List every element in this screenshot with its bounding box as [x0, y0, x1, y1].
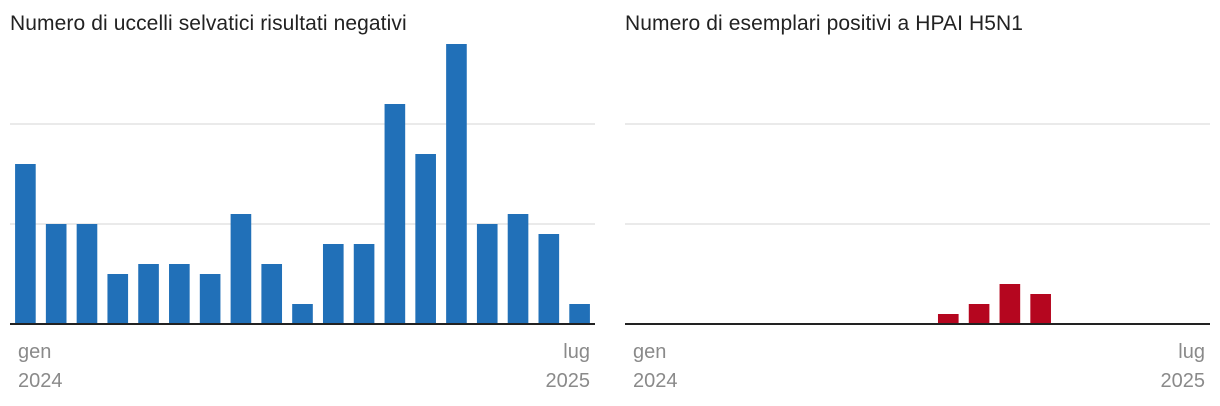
chart-positive-hpai: Numero di esemplari positivi a HPAI H5N1…: [615, 0, 1220, 406]
x-tick-month: lug: [1178, 341, 1205, 363]
bar: [169, 264, 190, 324]
x-tick-end: lug 2025: [500, 338, 591, 396]
bar: [230, 214, 252, 324]
bar: [538, 234, 560, 324]
bar: [322, 244, 344, 324]
bar-plot: [10, 44, 595, 325]
bar: [15, 164, 36, 324]
x-tick-year: 2025: [1160, 370, 1206, 392]
bar: [476, 224, 498, 324]
bar: [507, 214, 529, 324]
x-tick-start: gen 2024: [18, 338, 63, 396]
x-tick-end: lug 2025: [1115, 338, 1206, 396]
bar: [76, 224, 98, 324]
x-tick-start: gen 2024: [633, 338, 678, 396]
bar: [199, 274, 221, 324]
bar: [292, 304, 313, 324]
bar: [45, 224, 67, 324]
chart-title: Numero di uccelli selvatici risultati ne…: [10, 12, 407, 35]
chart-negative-birds: Numero di uccelli selvatici risultati ne…: [10, 12, 595, 396]
bar: [261, 264, 283, 324]
x-tick-year: 2025: [545, 370, 591, 392]
bar: [138, 264, 159, 324]
bar: [569, 304, 590, 324]
bar-plot: [625, 123, 1210, 325]
bar: [937, 314, 959, 324]
x-tick-month: gen: [633, 341, 667, 363]
x-tick-year: 2024: [633, 370, 678, 392]
bar: [1030, 294, 1051, 324]
x-tick-year: 2024: [18, 370, 63, 392]
bar: [415, 154, 436, 324]
bar: [999, 284, 1021, 324]
x-tick-month: gen: [18, 341, 52, 363]
bar: [446, 44, 467, 324]
x-tick-month: lug: [563, 341, 590, 363]
bar: [107, 274, 129, 324]
bar: [968, 304, 990, 324]
bar: [353, 244, 375, 324]
chart-title: Numero di esemplari positivi a HPAI H5N1: [625, 12, 1024, 35]
bar: [384, 104, 406, 324]
